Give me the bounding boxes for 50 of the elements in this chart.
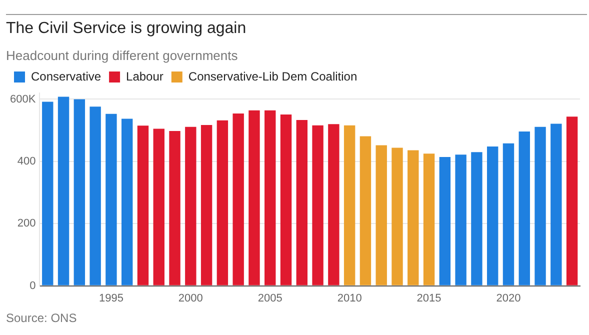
bar	[200, 125, 212, 286]
legend-label: Conservative-Lib Dem Coalition	[188, 69, 358, 84]
bar	[376, 145, 387, 286]
bar	[534, 126, 546, 286]
x-tick-label: 2020	[496, 292, 521, 304]
bar	[90, 106, 101, 286]
bar	[408, 150, 419, 286]
legend-label: Conservative	[31, 69, 102, 84]
bar	[106, 114, 117, 286]
bar	[312, 125, 324, 286]
bar	[344, 125, 356, 286]
bar	[232, 114, 244, 286]
bar	[360, 136, 372, 286]
x-tick-label: 2005	[258, 292, 282, 304]
bar	[42, 102, 54, 286]
y-tick-label: 600K	[10, 93, 36, 106]
bar	[471, 152, 482, 286]
x-tick-label: 1995	[98, 292, 124, 304]
bar	[486, 146, 498, 286]
bar	[153, 128, 164, 286]
bar	[328, 124, 340, 286]
bar	[566, 116, 578, 286]
bar	[518, 132, 530, 286]
bar	[455, 154, 466, 286]
bar	[169, 130, 180, 286]
bar	[264, 110, 276, 286]
bar	[248, 110, 260, 286]
bar	[74, 99, 86, 286]
y-tick-label: 200	[17, 218, 36, 230]
x-tick-label: 2000	[178, 292, 203, 304]
bar	[58, 96, 70, 286]
chart-subtitle: Headcount during different governments	[6, 48, 239, 63]
bar	[296, 120, 308, 286]
bar	[439, 157, 451, 286]
legend-label: Labour	[126, 69, 164, 84]
source-note: Source: ONS	[6, 311, 78, 325]
bar	[280, 114, 292, 286]
chart-title: The Civil Service is growing again	[6, 20, 248, 38]
y-tick-label: 0	[30, 280, 36, 292]
bar	[550, 124, 562, 286]
y-tick-label: 400	[17, 155, 36, 168]
bar	[392, 148, 403, 286]
bar	[185, 126, 196, 286]
bar	[502, 143, 514, 286]
bar	[216, 120, 228, 286]
x-tick-label: 2010	[337, 292, 362, 304]
bar	[121, 118, 133, 286]
bar	[423, 154, 435, 286]
bar	[137, 126, 149, 286]
x-tick-label: 2015	[416, 292, 442, 304]
